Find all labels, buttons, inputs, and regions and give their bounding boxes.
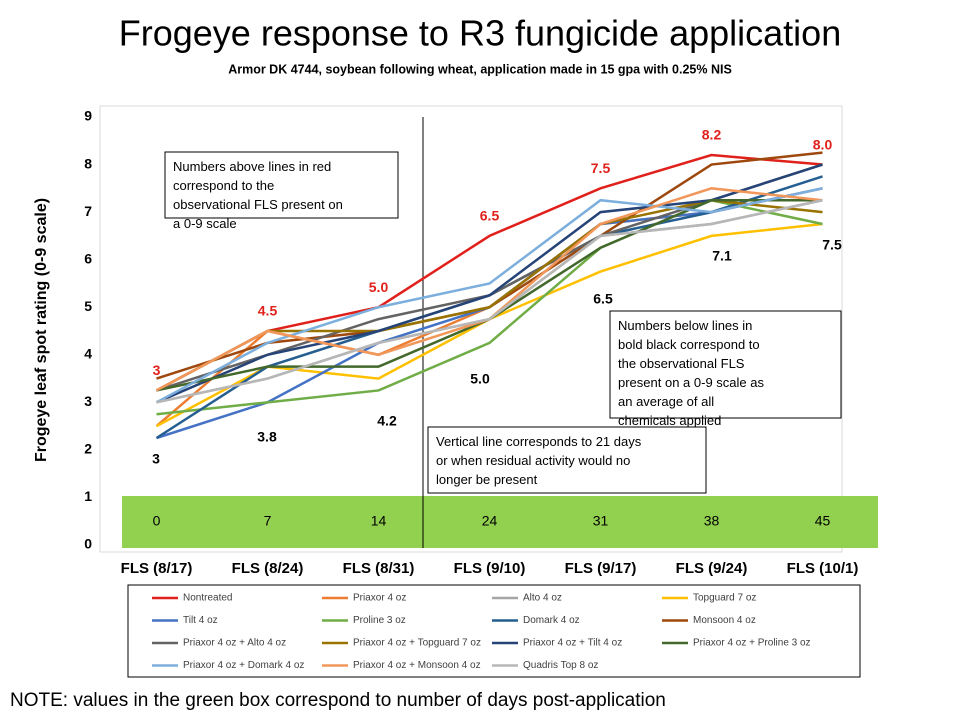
days-label: 14 <box>371 513 387 529</box>
days-label: 24 <box>482 513 498 529</box>
annotation-line: Numbers below lines in <box>618 318 752 333</box>
plot-border <box>99 105 843 553</box>
value-label: 8.0 <box>813 136 833 152</box>
series-line <box>155 187 823 404</box>
legend-label: Monsoon 4 oz <box>693 615 756 626</box>
x-tick-label: FLS (8/17) <box>121 560 193 577</box>
annotation-box <box>609 310 842 419</box>
legend-label: Priaxor 4 oz + Topguard 7 oz <box>353 638 481 649</box>
value-label: 4.5 <box>258 303 278 319</box>
legend-label: Priaxor 4 oz + Tilt 4 oz <box>523 638 622 649</box>
x-tick-label: FLS (9/10) <box>454 560 526 577</box>
annotation-box <box>164 151 399 219</box>
legend-label: Alto 4 oz <box>523 593 562 604</box>
annotation-line: the observational FLS <box>618 356 745 371</box>
annotation: Numbers below lines in bold black corresp… <box>618 318 764 428</box>
legend-label: Priaxor 4 oz + Proline 3 oz <box>693 638 811 649</box>
x-tick-label: FLS (10/1) <box>787 560 859 577</box>
value-label: 7.5 <box>591 160 611 176</box>
days-label: 45 <box>815 513 831 529</box>
y-axis-label: Frogeye leaf spot rating (0-9 scale) <box>33 198 50 462</box>
average-label: 3 <box>152 451 160 467</box>
days-label: 38 <box>704 513 720 529</box>
annotation-box <box>427 426 707 494</box>
annotation: Vertical line corresponds to 21 days or w… <box>436 434 642 487</box>
y-tick-label: 2 <box>84 441 92 457</box>
y-tick-label: 3 <box>84 393 92 409</box>
legend-label: Domark 4 oz <box>523 615 580 626</box>
average-label: 5.0 <box>470 371 490 387</box>
legend-label: Quadris Top 8 oz <box>523 660 598 671</box>
x-tick-label: FLS (8/24) <box>232 560 304 577</box>
y-tick-label: 6 <box>84 250 92 266</box>
value-label: 5.0 <box>369 279 389 295</box>
chart-title: Frogeye response to R3 fungicide applica… <box>119 13 841 54</box>
y-tick-label: 0 <box>84 536 92 552</box>
annotation-line: chemicals applied <box>618 413 721 428</box>
value-label: 3 <box>153 362 161 378</box>
annotation-line: longer be present <box>436 472 538 487</box>
annotation-line: present on a 0-9 scale as <box>618 375 764 390</box>
y-tick-label: 5 <box>84 298 92 314</box>
x-tick-label: FLS (9/17) <box>565 560 637 577</box>
legend-label: Priaxor 4 oz <box>353 593 406 604</box>
average-label: 4.2 <box>377 413 397 429</box>
legend-label: Priaxor 4 oz + Domark 4 oz <box>183 660 304 671</box>
annotation: Numbers above lines in red correspond to … <box>173 159 343 231</box>
legend-box <box>127 584 861 678</box>
y-tick-label: 9 <box>84 108 92 124</box>
note: NOTE: values in the green box correspond… <box>10 690 666 711</box>
legend-label: Tilt 4 oz <box>183 615 218 626</box>
annotation-line: bold black correspond to <box>618 337 760 352</box>
annotation-line: Vertical line corresponds to 21 days <box>436 434 642 449</box>
annotation-line: a 0-9 scale <box>173 216 237 231</box>
series-line <box>156 198 823 404</box>
average-label: 6.5 <box>593 291 613 307</box>
days-label: 0 <box>153 513 161 529</box>
annotation-line: observational FLS present on <box>173 197 343 212</box>
value-label: 8.2 <box>702 127 722 143</box>
average-label: 3.8 <box>257 429 277 445</box>
legend-label: Topguard 7 oz <box>693 593 756 604</box>
annotation-line: Numbers above lines in red <box>173 159 331 174</box>
days-label: 7 <box>264 513 272 529</box>
x-tick-label: FLS (8/31) <box>343 560 415 577</box>
value-label: 6.5 <box>480 208 500 224</box>
average-label: 7.5 <box>822 237 842 253</box>
y-tick-label: 4 <box>84 345 92 361</box>
average-label: 7.1 <box>712 248 732 264</box>
annotation-line: correspond to the <box>173 178 274 193</box>
chart-subtitle: Armor DK 4744, soybean following wheat, … <box>228 62 732 76</box>
legend-label: Proline 3 oz <box>353 615 406 626</box>
legend-label: Priaxor 4 oz + Alto 4 oz <box>183 638 286 649</box>
y-tick-label: 8 <box>84 155 92 171</box>
legend-label: Nontreated <box>183 593 232 604</box>
days-label: 31 <box>593 513 609 529</box>
annotation-line: an average of all <box>618 394 714 409</box>
y-tick-label: 7 <box>84 203 92 219</box>
y-tick-label: 1 <box>84 488 92 504</box>
days-box <box>122 496 878 548</box>
annotation-line: or when residual activity would no <box>436 453 630 468</box>
legend-label: Priaxor 4 oz + Monsoon 4 oz <box>353 660 481 671</box>
x-tick-label: FLS (9/24) <box>676 560 748 577</box>
